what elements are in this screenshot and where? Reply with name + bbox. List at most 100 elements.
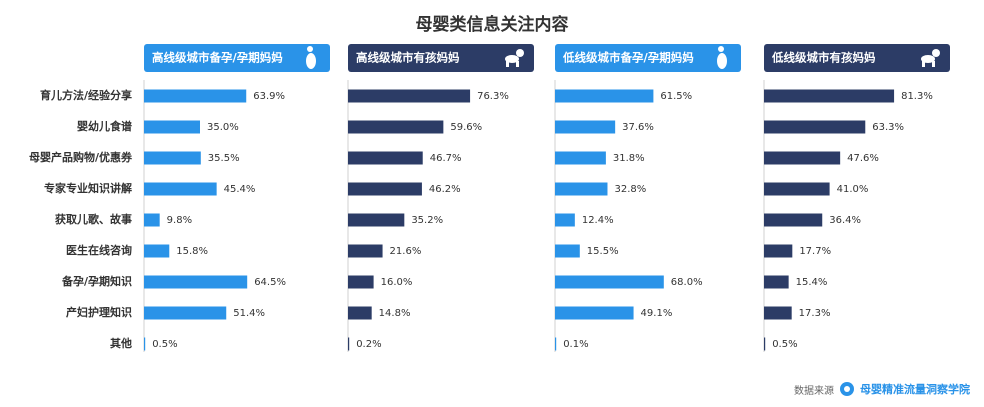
category-label: 婴幼儿食谱 xyxy=(77,119,132,133)
data-label: 14.8% xyxy=(379,308,411,319)
bar xyxy=(555,244,580,258)
data-label: 45.4% xyxy=(224,184,256,195)
crawling-baby-icon xyxy=(932,61,935,67)
data-label: 37.6% xyxy=(622,122,654,133)
series-header xyxy=(555,44,741,72)
data-label: 36.4% xyxy=(829,215,861,226)
bar xyxy=(764,337,766,351)
data-label: 17.7% xyxy=(799,246,831,257)
data-label: 21.6% xyxy=(390,246,422,257)
data-label: 59.6% xyxy=(450,122,482,133)
pregnant-woman-icon xyxy=(717,53,727,69)
crawling-baby-icon xyxy=(516,49,524,57)
category-label: 产妇护理知识 xyxy=(66,305,132,319)
data-label: 9.8% xyxy=(167,215,192,226)
bar xyxy=(555,306,634,320)
bar xyxy=(348,182,422,196)
source-logo-icon xyxy=(840,382,854,396)
data-label: 51.4% xyxy=(233,308,265,319)
data-label: 31.8% xyxy=(613,153,645,164)
data-label: 15.4% xyxy=(796,277,828,288)
bar xyxy=(555,120,616,134)
bar xyxy=(144,151,201,165)
data-label: 15.5% xyxy=(587,246,619,257)
bar xyxy=(764,275,789,289)
data-label: 63.9% xyxy=(253,91,285,102)
data-label: 81.3% xyxy=(901,91,933,102)
data-label: 0.2% xyxy=(356,339,381,350)
chart-title: 母婴类信息关注内容 xyxy=(415,15,569,35)
data-label: 35.0% xyxy=(207,122,239,133)
series-header-label: 高线级城市备孕/孕期妈妈 xyxy=(152,51,283,65)
bar xyxy=(555,275,664,289)
bar xyxy=(555,182,608,196)
data-label: 35.2% xyxy=(411,215,443,226)
data-label: 12.4% xyxy=(582,215,614,226)
bar xyxy=(555,337,557,351)
series-header-label: 低线级城市备孕/孕期妈妈 xyxy=(562,51,694,65)
data-label: 15.8% xyxy=(176,246,208,257)
bar xyxy=(764,306,792,320)
pregnant-woman-icon xyxy=(718,46,724,52)
data-label: 76.3% xyxy=(477,91,509,102)
bar xyxy=(144,306,227,320)
bar xyxy=(144,182,217,196)
bar xyxy=(144,244,170,258)
data-label: 49.1% xyxy=(641,308,673,319)
data-label: 61.5% xyxy=(660,91,692,102)
source-footer: 数据来源 母婴精准流量洞察学院 xyxy=(794,381,970,397)
bar xyxy=(555,213,575,227)
bar xyxy=(144,89,247,103)
data-label: 47.6% xyxy=(847,153,879,164)
bar xyxy=(764,151,841,165)
series-header xyxy=(348,44,534,72)
bar xyxy=(764,89,895,103)
pregnant-woman-icon xyxy=(307,46,313,52)
bar xyxy=(348,120,444,134)
data-label: 41.0% xyxy=(837,184,869,195)
source-org: 母婴精准流量洞察学院 xyxy=(860,383,970,396)
bar xyxy=(348,275,374,289)
bar xyxy=(348,89,471,103)
crawling-baby-icon xyxy=(516,61,519,67)
category-label: 育儿方法/经验分享 xyxy=(40,88,132,102)
crawling-baby-icon xyxy=(506,61,509,67)
category-label: 母婴产品购物/优惠券 xyxy=(29,150,133,164)
pregnant-woman-icon xyxy=(306,53,316,69)
bar xyxy=(348,213,405,227)
data-label: 16.0% xyxy=(381,277,413,288)
crawling-baby-icon xyxy=(922,61,925,67)
bar xyxy=(764,120,866,134)
crawling-baby-icon xyxy=(932,49,940,57)
bar xyxy=(555,89,654,103)
category-label: 专家专业知识讲解 xyxy=(44,181,132,195)
bar xyxy=(144,213,160,227)
source-label: 数据来源 xyxy=(794,385,834,397)
bar xyxy=(764,244,793,258)
data-label: 68.0% xyxy=(671,277,703,288)
bar xyxy=(764,213,823,227)
data-label: 32.8% xyxy=(614,184,646,195)
data-label: 35.5% xyxy=(208,153,240,164)
bar xyxy=(555,151,606,165)
bar xyxy=(348,337,350,351)
category-label: 获取儿歌、故事 xyxy=(55,212,132,226)
bar xyxy=(144,275,248,289)
data-label: 0.1% xyxy=(563,339,588,350)
series-header xyxy=(764,44,950,72)
data-label: 46.2% xyxy=(429,184,461,195)
bar xyxy=(348,244,383,258)
data-label: 46.7% xyxy=(430,153,462,164)
bar xyxy=(348,151,423,165)
bar xyxy=(764,182,830,196)
data-label: 0.5% xyxy=(152,339,177,350)
data-label: 63.3% xyxy=(872,122,904,133)
category-label: 其他 xyxy=(110,336,132,350)
series-header xyxy=(144,44,330,72)
series-header-label: 低线级城市有孩妈妈 xyxy=(771,51,876,65)
bar xyxy=(144,337,146,351)
bar xyxy=(348,306,372,320)
category-label: 医生在线咨询 xyxy=(66,243,132,257)
data-label: 64.5% xyxy=(254,277,286,288)
